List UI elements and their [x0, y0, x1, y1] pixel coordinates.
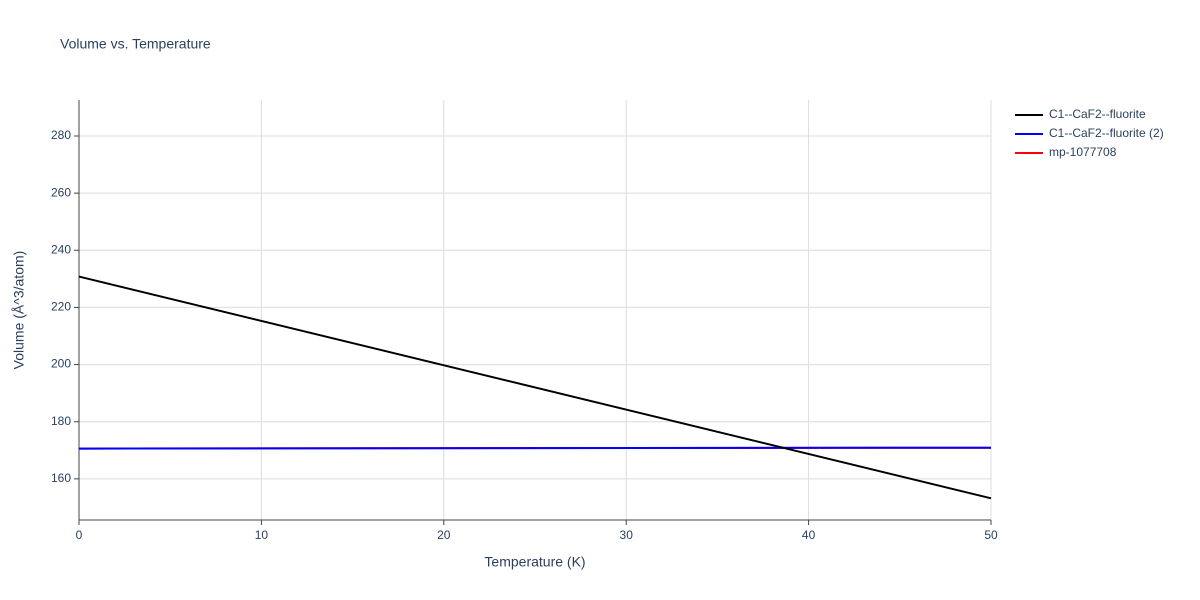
y-tick-label: 200	[51, 357, 71, 371]
y-tick-label: 160	[51, 471, 71, 485]
y-tick-label: 240	[51, 242, 71, 256]
series-line	[78, 275, 992, 500]
legend-label: C1--CaF2--fluorite (2)	[1049, 126, 1164, 140]
y-tick-label: 180	[51, 414, 71, 428]
y-tick-label: 260	[51, 185, 71, 199]
y-tick-label: 280	[51, 128, 71, 142]
chart-title: Volume vs. Temperature	[60, 36, 211, 52]
y-axis-title: Volume (Å^3/atom)	[11, 251, 27, 370]
x-tick-label: 20	[437, 528, 451, 542]
x-tick-label: 0	[76, 528, 83, 542]
legend-label: C1--CaF2--fluorite	[1049, 107, 1146, 121]
legend-label: mp-1077708	[1049, 145, 1117, 159]
x-axis-title: Temperature (K)	[484, 554, 585, 570]
x-tick-label: 40	[802, 528, 816, 542]
x-tick-label: 10	[255, 528, 269, 542]
series-line	[78, 446, 992, 450]
x-tick-label: 30	[620, 528, 634, 542]
y-tick-label: 220	[51, 300, 71, 314]
x-tick-label: 50	[984, 528, 998, 542]
